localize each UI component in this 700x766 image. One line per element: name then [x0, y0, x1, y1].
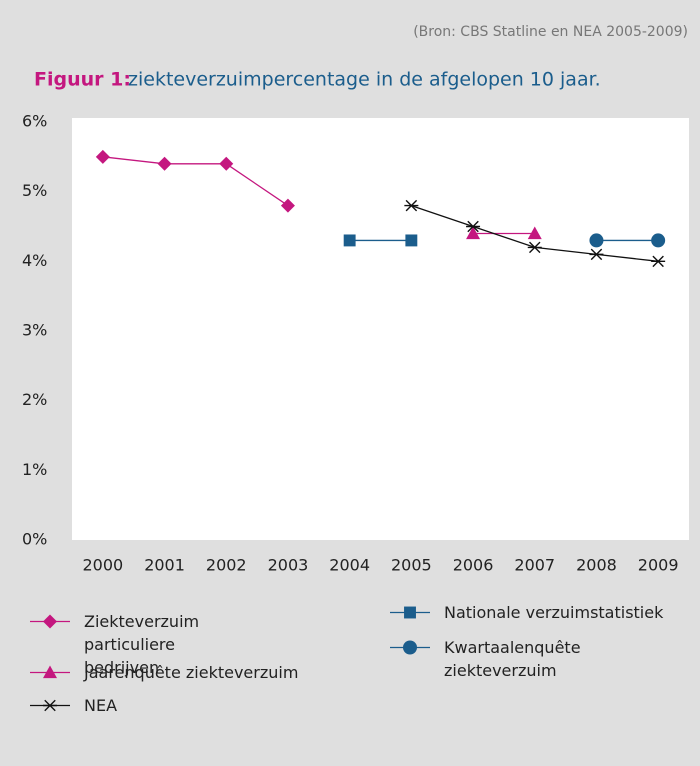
marker: [589, 248, 604, 261]
marker: [403, 640, 417, 655]
y-tick-label: 0%: [22, 530, 47, 549]
y-tick-label: 1%: [22, 460, 47, 479]
y-tick-label: 5%: [22, 181, 47, 200]
x-tick-label: 2006: [453, 556, 494, 575]
marker: [651, 255, 666, 268]
legend-label: Nationale verzuimstatistiek: [444, 603, 664, 622]
x-tick-label: 2001: [144, 556, 185, 575]
marker: [43, 699, 57, 712]
marker: [43, 665, 57, 679]
chart-title: ziekteverzuimpercentage in de afgelopen …: [128, 69, 601, 91]
y-tick-label: 2%: [22, 390, 47, 409]
marker: [43, 614, 57, 629]
marker: [95, 149, 110, 164]
legend-icon: [30, 665, 70, 679]
marker: [343, 234, 356, 247]
x-tick-label: 2008: [576, 556, 617, 575]
legend-icon: [390, 640, 430, 655]
legend-icon: [30, 614, 70, 629]
marker: [404, 606, 416, 619]
legend-label: Jaarenquête ziekteverzuim: [84, 663, 299, 682]
legend-label: Ziekteverzuim particuliere bedrijven: [84, 612, 200, 677]
marker: [651, 233, 666, 248]
series-line: [102, 156, 289, 207]
y-tick-label: 6%: [22, 112, 47, 131]
legend-item: Kwartaalenquête ziekteverzuim: [390, 636, 584, 682]
legend-item: NEA: [30, 694, 344, 717]
marker: [404, 199, 419, 212]
marker: [219, 156, 234, 171]
marker: [405, 234, 418, 247]
legend-item: Ziekteverzuim particuliere bedrijven: [30, 610, 234, 679]
legend-label: NEA: [84, 696, 118, 715]
x-tick-label: 2005: [391, 556, 432, 575]
marker: [466, 226, 481, 240]
legend-item: Jaarenquête ziekteverzuim: [30, 661, 344, 684]
y-tick-label: 4%: [22, 251, 47, 270]
x-tick-label: 2007: [514, 556, 555, 575]
marker: [527, 226, 542, 240]
marker: [280, 198, 295, 213]
x-tick-label: 2002: [206, 556, 247, 575]
legend-label: Kwartaalenquête ziekteverzuim: [444, 638, 581, 680]
x-tick-label: 2009: [638, 556, 679, 575]
title-label: Figuur 1:: [34, 69, 131, 91]
marker: [466, 220, 481, 233]
plot-area: [72, 118, 689, 540]
source: (Bron: CBS Statline en NEA 2005-2009): [413, 24, 688, 40]
marker: [527, 241, 542, 254]
legend-icon: [30, 699, 70, 712]
marker: [157, 156, 172, 171]
y-tick-label: 3%: [22, 321, 47, 340]
x-tick-label: 2000: [82, 556, 123, 575]
x-tick-label: 2003: [268, 556, 309, 575]
x-tick-label: 2004: [329, 556, 370, 575]
marker: [589, 233, 604, 248]
legend-icon: [390, 606, 430, 619]
legend-item: Nationale verzuimstatistiek: [390, 601, 694, 624]
